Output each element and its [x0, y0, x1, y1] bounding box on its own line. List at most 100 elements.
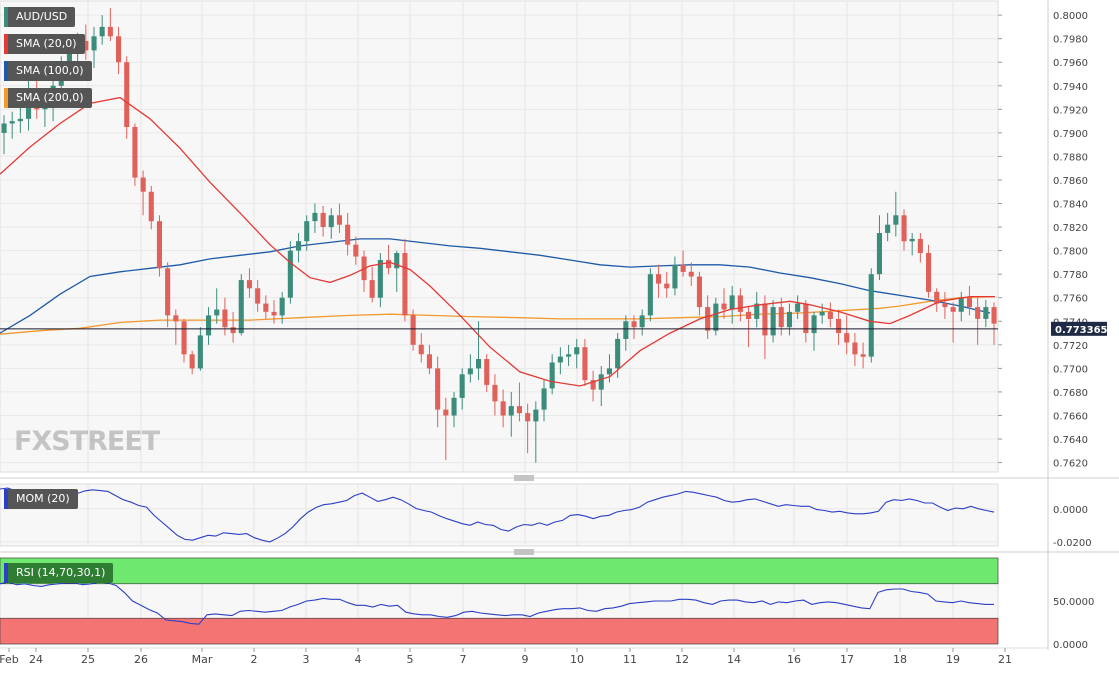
pane-resize-handle-2[interactable]: [514, 549, 534, 555]
time-tick-label: 26: [134, 653, 148, 666]
time-tick-label: Feb: [0, 653, 19, 666]
time-tick-label: 2: [251, 653, 258, 666]
candle-body: [165, 268, 171, 316]
candle-body: [263, 303, 269, 312]
candle: [336, 203, 342, 233]
candle-body: [402, 253, 408, 316]
candle-body: [132, 127, 138, 178]
candle-body: [631, 321, 637, 328]
candle: [312, 203, 318, 233]
candle-body: [467, 368, 473, 375]
candle: [647, 268, 653, 322]
candle: [656, 264, 662, 298]
candle-body: [795, 303, 801, 312]
price-tick-label: 0.7820: [1053, 223, 1088, 234]
candle-body: [664, 283, 670, 289]
candle: [639, 309, 645, 336]
candle-body: [484, 359, 490, 385]
candle: [197, 327, 203, 371]
candle-body: [206, 315, 212, 336]
candle-body: [107, 26, 113, 37]
candle-body: [549, 362, 555, 389]
candle-body: [582, 347, 588, 381]
time-tick-label: 4: [355, 653, 362, 666]
price-tick-label: 0.7900: [1053, 129, 1088, 140]
candle-body: [476, 359, 482, 369]
candle: [754, 291, 760, 328]
candle-body: [737, 295, 743, 312]
candle-body: [353, 244, 359, 257]
candle-body: [394, 253, 400, 269]
price-tick-label: 0.7700: [1053, 364, 1088, 375]
candle: [885, 212, 891, 242]
candle-body: [770, 307, 776, 336]
candle-body: [868, 274, 874, 357]
time-tick-label: 11: [623, 653, 637, 666]
price-tick-label: 0.7860: [1053, 176, 1088, 187]
candle: [827, 302, 833, 328]
candle: [598, 366, 604, 407]
candle: [230, 311, 236, 343]
time-tick-label: 10: [570, 653, 584, 666]
candle-body: [598, 374, 604, 390]
candle-body: [386, 260, 392, 269]
candle: [566, 344, 572, 367]
price-tick-label: 0.7880: [1053, 152, 1088, 163]
candle: [377, 252, 383, 308]
legend-rsi-swatch: [4, 563, 8, 583]
legend-sma100: SMA (100,0): [4, 61, 92, 81]
legend-mom: MOM (20): [4, 489, 78, 509]
legend-rsi: RSI (14,70,30,1): [4, 563, 114, 583]
candle-body: [197, 335, 203, 369]
time-tick-label: 7: [460, 653, 467, 666]
candle: [516, 382, 522, 422]
candle: [770, 300, 776, 343]
candle-body: [377, 260, 383, 298]
candle: [500, 389, 506, 428]
price-tick-label: 0.7980: [1053, 35, 1088, 46]
candle-body: [255, 288, 261, 304]
candle: [942, 291, 948, 319]
candle-body: [525, 413, 531, 422]
candle-body: [83, 41, 89, 51]
candle: [296, 232, 302, 263]
rsi-overbought-zone: [0, 557, 999, 585]
candle: [345, 212, 351, 256]
candle-body: [173, 315, 179, 322]
candle: [246, 268, 252, 298]
candle: [394, 250, 400, 292]
candle: [926, 244, 932, 298]
pane-background-1: [0, 0, 999, 473]
legend-symbol: AUD/USD: [4, 7, 76, 27]
candle-body: [296, 241, 302, 251]
price-tick-label: 0.7920: [1053, 105, 1088, 116]
candle: [107, 8, 113, 42]
price-tick-label: 0.7760: [1053, 294, 1088, 305]
time-tick-label: 25: [81, 653, 95, 666]
legend-sma100-swatch: [4, 61, 8, 81]
candle-body: [566, 354, 572, 357]
candle: [623, 315, 629, 351]
candle-body: [819, 311, 825, 316]
candle: [762, 295, 768, 359]
candle-body: [623, 321, 629, 339]
candle: [664, 271, 670, 298]
time-tick-label: 16: [787, 653, 801, 666]
candle: [410, 309, 416, 351]
candle: [99, 15, 105, 45]
mom-tick-label: -0.0200: [1053, 538, 1092, 549]
candle-body: [435, 368, 441, 410]
legend-rsi-label: RSI (14,70,30,1): [16, 566, 106, 579]
legend-sma200-label: SMA (200,0): [16, 91, 84, 104]
candle-body: [606, 368, 612, 375]
candle-body: [746, 311, 752, 319]
legend-mom-label: MOM (20): [16, 492, 70, 505]
candle-body: [786, 311, 792, 328]
candle: [148, 185, 154, 230]
candle-body: [500, 401, 506, 416]
candle: [132, 123, 138, 186]
candle-body: [656, 274, 662, 284]
candle: [238, 274, 244, 336]
candle-body: [688, 271, 694, 277]
pane-resize-handle-1[interactable]: [514, 475, 534, 481]
